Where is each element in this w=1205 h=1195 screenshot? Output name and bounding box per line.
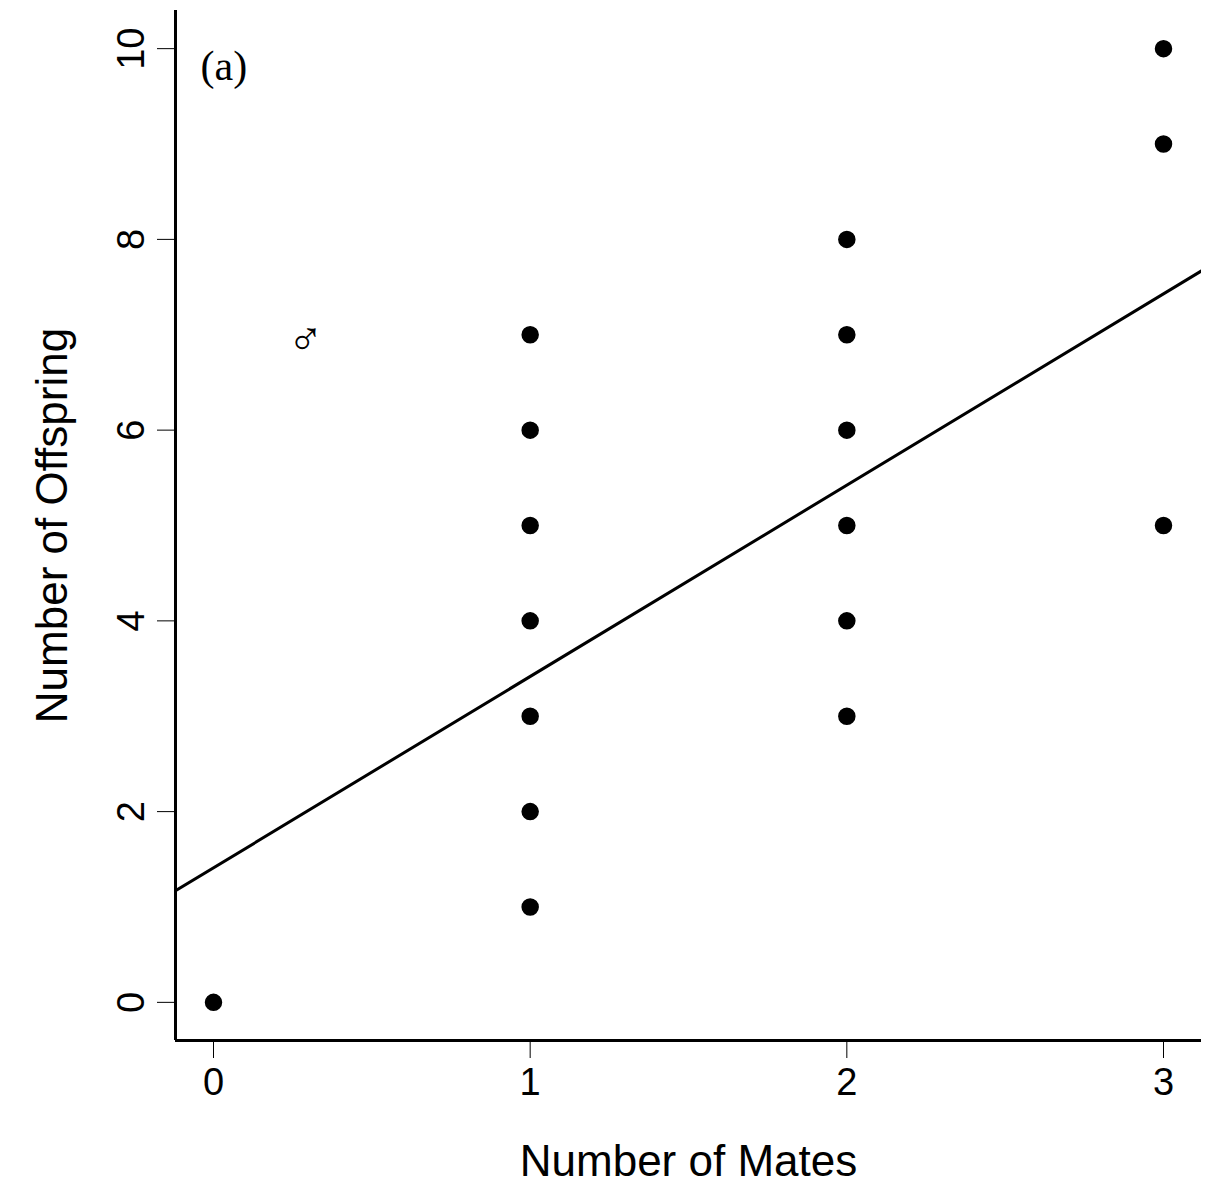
svg-text:0: 0 bbox=[110, 992, 152, 1013]
svg-text:(a): (a) bbox=[201, 43, 248, 90]
svg-text:4: 4 bbox=[110, 610, 152, 631]
svg-text:2: 2 bbox=[110, 801, 152, 822]
svg-text:♂: ♂ bbox=[288, 312, 324, 365]
svg-text:1: 1 bbox=[520, 1061, 541, 1103]
svg-text:0: 0 bbox=[203, 1061, 224, 1103]
svg-text:8: 8 bbox=[110, 229, 152, 250]
svg-text:Number of Mates: Number of Mates bbox=[520, 1136, 857, 1185]
svg-text:10: 10 bbox=[110, 28, 152, 70]
svg-text:6: 6 bbox=[110, 420, 152, 441]
svg-text:Number of Offspring: Number of Offspring bbox=[27, 328, 76, 723]
svg-text:3: 3 bbox=[1153, 1061, 1174, 1103]
svg-text:2: 2 bbox=[836, 1061, 857, 1103]
